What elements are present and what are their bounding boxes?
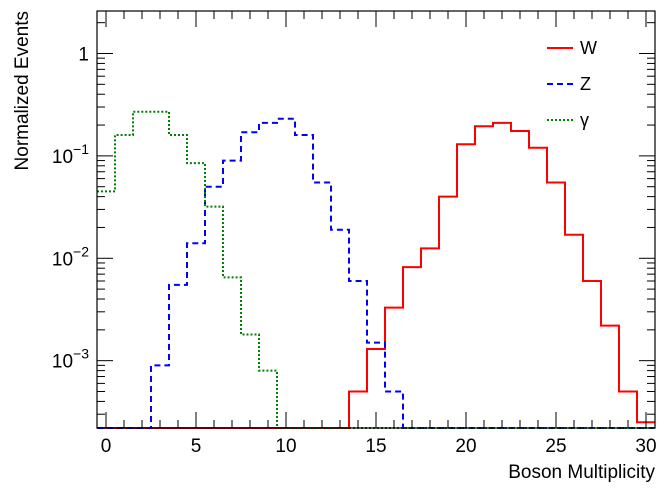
ticks-layer xyxy=(97,11,655,428)
x-axis-title: Boson Multiplicity xyxy=(508,462,655,483)
tick-labels-layer: 0 5 10 15 20 25 30 1 10−1 10−2 10−3 xyxy=(52,44,657,457)
legend-label-3: γ xyxy=(580,110,589,130)
y-tick-label: 10−3 xyxy=(52,346,89,373)
y-axis-title: Normalized Events xyxy=(12,11,33,170)
y-tick-label: 10−2 xyxy=(52,243,89,270)
legend: WZγ xyxy=(547,38,597,130)
x-tick-label: 30 xyxy=(635,436,656,457)
x-tick-label: 15 xyxy=(365,436,386,457)
x-tick-label: 5 xyxy=(191,436,202,457)
x-tick-label: 0 xyxy=(101,436,112,457)
legend-label-2: Z xyxy=(580,74,591,94)
legend-label-1: W xyxy=(580,38,597,58)
x-tick-label: 20 xyxy=(455,436,476,457)
y-tick-label: 10−1 xyxy=(52,141,89,168)
x-tick-label: 25 xyxy=(545,436,566,457)
series-line-2 xyxy=(97,117,655,429)
y-tick-label: 1 xyxy=(78,44,89,65)
x-tick-label: 10 xyxy=(275,436,296,457)
